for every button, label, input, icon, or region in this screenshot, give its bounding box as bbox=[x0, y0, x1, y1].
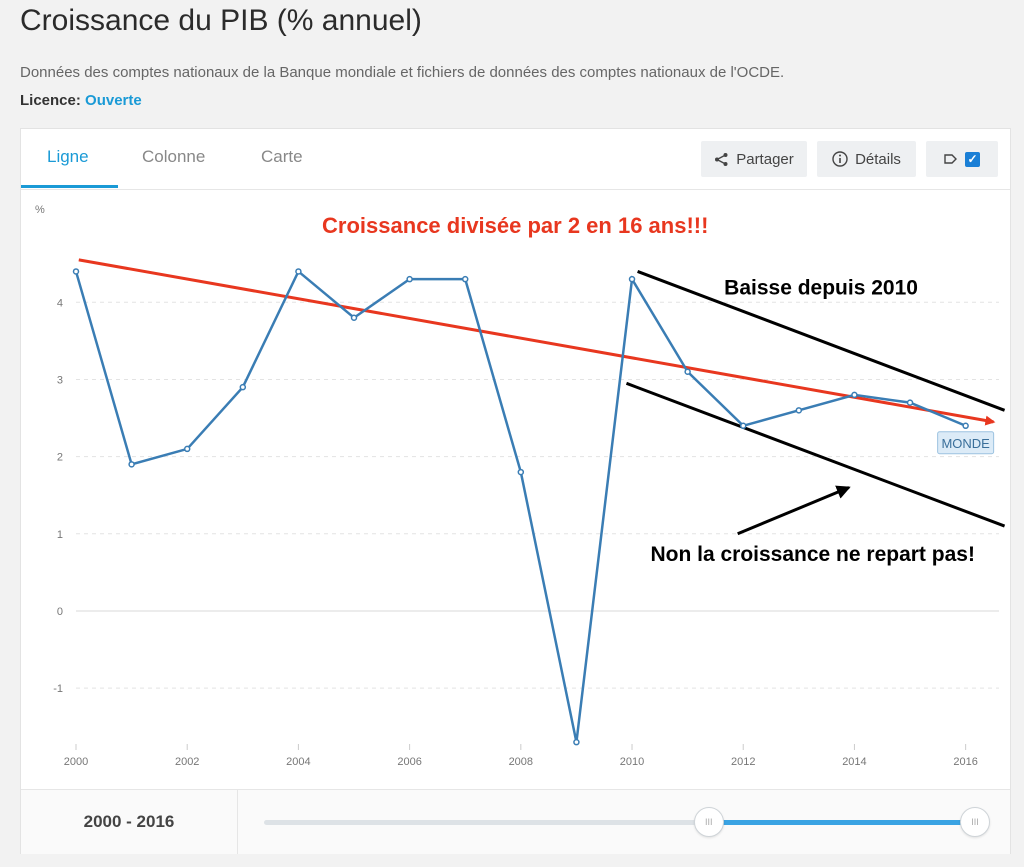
share-label: Partager bbox=[736, 150, 794, 168]
details-label: Détails bbox=[855, 150, 901, 168]
y-tick-label: 1 bbox=[57, 529, 63, 541]
trend-arrow bbox=[78, 258, 996, 426]
x-tick-label: 2004 bbox=[286, 756, 310, 768]
labels-checkbox[interactable]: ✓ bbox=[965, 151, 980, 167]
y-tick-label: 0 bbox=[57, 606, 63, 618]
labels-toggle[interactable]: ✓ bbox=[926, 141, 998, 177]
x-tick-label: 2000 bbox=[64, 756, 88, 768]
y-tick-label: 2 bbox=[57, 452, 63, 464]
headline-annotation: Croissance divisée par 2 en 16 ans!!! bbox=[322, 213, 708, 238]
upper-channel-line bbox=[637, 270, 1006, 412]
data-point[interactable] bbox=[183, 445, 191, 453]
range-end-handle[interactable]: III bbox=[960, 807, 990, 837]
x-tick-label: 2008 bbox=[509, 756, 533, 768]
tab-carte[interactable]: Carte bbox=[261, 147, 303, 166]
pointer-arrow bbox=[737, 485, 851, 536]
y-tick-label: -1 bbox=[53, 683, 63, 695]
decline-annotation: Baisse depuis 2010 bbox=[724, 277, 918, 300]
data-point[interactable] bbox=[628, 275, 636, 283]
y-tick-label: 3 bbox=[57, 374, 63, 386]
data-point[interactable] bbox=[72, 268, 80, 275]
active-tab-indicator bbox=[21, 185, 118, 188]
range-start-handle[interactable]: III bbox=[693, 807, 724, 837]
chart-tabs: Ligne Colonne Carte Partager Détails ✓ bbox=[21, 129, 1010, 190]
data-point[interactable] bbox=[406, 275, 413, 283]
licence: Licence: Ouverte bbox=[20, 92, 142, 109]
x-tick-label: 2010 bbox=[620, 756, 644, 768]
range-label: 2000 - 2016 bbox=[21, 790, 238, 854]
data-point[interactable] bbox=[350, 314, 358, 321]
licence-label: Licence: bbox=[20, 92, 81, 109]
share-button[interactable]: Partager bbox=[701, 141, 807, 177]
series-line-monde bbox=[74, 269, 967, 743]
series-label-monde: MONDE bbox=[937, 431, 995, 455]
x-tick-label: 2016 bbox=[953, 756, 977, 768]
tag-icon bbox=[944, 153, 958, 165]
share-icon bbox=[714, 152, 729, 167]
tab-colonne[interactable]: Colonne bbox=[142, 147, 206, 166]
y-tick-label: 4 bbox=[57, 297, 63, 309]
source-text: Données des comptes nationaux de la Banq… bbox=[20, 64, 785, 81]
page-title: Croissance du PIB (% annuel) bbox=[20, 4, 422, 37]
data-point[interactable] bbox=[239, 383, 247, 391]
data-point[interactable] bbox=[573, 738, 580, 746]
licence-link[interactable]: Ouverte bbox=[85, 92, 142, 109]
tab-ligne[interactable]: Ligne bbox=[47, 147, 89, 166]
chart-card: Ligne Colonne Carte Partager Détails ✓ bbox=[20, 128, 1011, 854]
data-point[interactable] bbox=[795, 407, 803, 414]
data-point[interactable] bbox=[684, 368, 691, 376]
x-tick-label: 2002 bbox=[175, 756, 199, 768]
x-tick-label: 2012 bbox=[731, 756, 755, 768]
range-slider-fill bbox=[707, 820, 974, 825]
y-unit-label: % bbox=[35, 204, 45, 216]
range-footer: 2000 - 2016 III III bbox=[21, 789, 1010, 854]
data-point[interactable] bbox=[851, 391, 858, 399]
x-tick-label: 2006 bbox=[397, 756, 421, 768]
data-point[interactable] bbox=[461, 275, 469, 283]
line-chart: % 4 3 2 1 0 -1 2000 2002 2004 2006 2008 2010 2012 20… bbox=[35, 204, 1006, 768]
note-annotation: Non la croissance ne repart pas! bbox=[650, 543, 974, 566]
x-tick-label: 2014 bbox=[842, 756, 866, 768]
details-button[interactable]: Détails bbox=[817, 141, 916, 177]
info-icon bbox=[832, 151, 848, 167]
lower-channel-line bbox=[625, 381, 1006, 528]
data-point[interactable] bbox=[517, 468, 525, 476]
svg-text:MONDE: MONDE bbox=[941, 436, 990, 451]
data-point[interactable] bbox=[739, 422, 747, 430]
data-point[interactable] bbox=[128, 461, 135, 468]
data-point[interactable] bbox=[962, 422, 969, 430]
data-point[interactable] bbox=[906, 399, 914, 406]
range-slider-track[interactable] bbox=[264, 820, 974, 825]
data-point[interactable] bbox=[295, 268, 302, 275]
